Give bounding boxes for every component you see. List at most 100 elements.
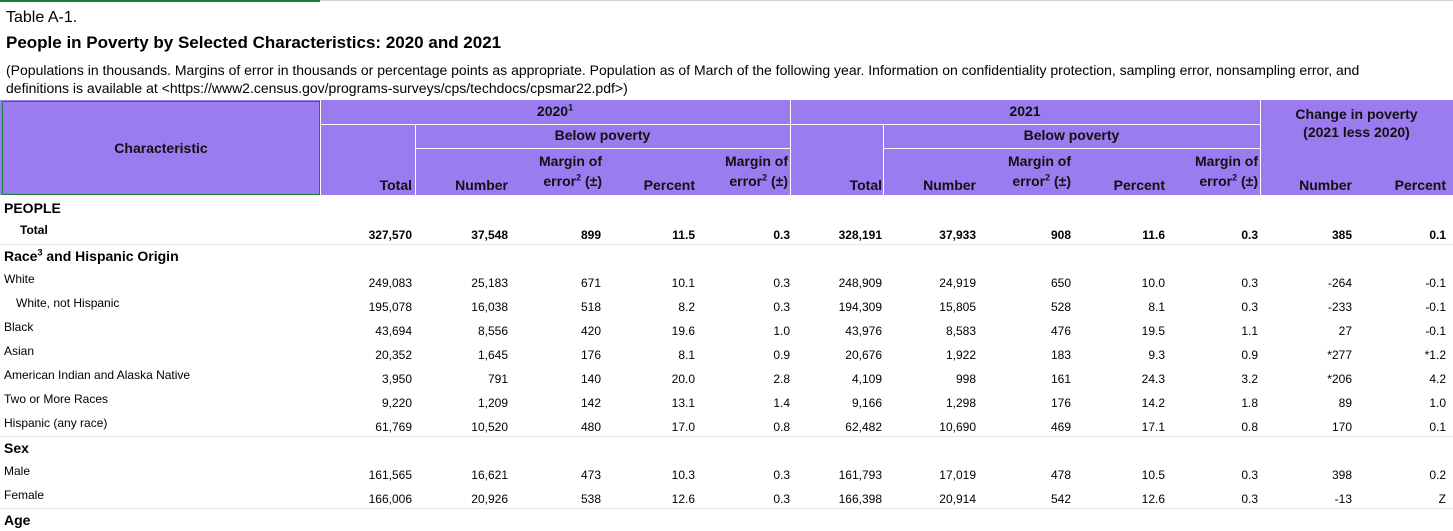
table-cell[interactable]: 476 bbox=[1050, 324, 1071, 338]
table-cell[interactable]: 8.2 bbox=[678, 300, 695, 314]
table-row[interactable]: White 249,083 25,183 671 10.1 0.3 248,909 24,9… bbox=[0, 268, 1453, 292]
table-cell[interactable]: 19.5 bbox=[1141, 324, 1165, 338]
table-cell[interactable]: *1.2 bbox=[1424, 348, 1446, 362]
table-cell[interactable]: 8,556 bbox=[477, 324, 508, 338]
table-cell[interactable]: 791 bbox=[487, 372, 508, 386]
table-cell[interactable]: 1.0 bbox=[773, 324, 790, 338]
table-cell[interactable]: 248,909 bbox=[838, 276, 882, 290]
table-cell[interactable]: 16,621 bbox=[471, 468, 508, 482]
table-cell[interactable]: 19.6 bbox=[671, 324, 695, 338]
table-cell[interactable]: 478 bbox=[1050, 468, 1071, 482]
characteristic-header-cell[interactable]: Characteristic bbox=[2, 101, 320, 195]
table-cell[interactable]: 140 bbox=[580, 372, 601, 386]
table-cell[interactable]: 0.3 bbox=[1241, 492, 1258, 506]
table-row[interactable]: Female 166,006 20,926 538 12.6 0.3 166,398 20,… bbox=[0, 484, 1453, 508]
table-cell[interactable]: 37,548 bbox=[471, 228, 508, 242]
table-cell[interactable]: 1,645 bbox=[477, 348, 508, 362]
table-cell[interactable]: 1.4 bbox=[773, 396, 790, 410]
table-cell[interactable]: 1.1 bbox=[1241, 324, 1258, 338]
table-cell[interactable]: -13 bbox=[1334, 492, 1352, 506]
table-cell[interactable]: 0.3 bbox=[773, 228, 790, 242]
table-cell[interactable]: 542 bbox=[1050, 492, 1071, 506]
table-cell[interactable]: 161,565 bbox=[368, 468, 412, 482]
table-row[interactable]: Black 43,694 8,556 420 19.6 1.0 43,976 8,583 47… bbox=[0, 316, 1453, 340]
table-cell[interactable]: 908 bbox=[1050, 228, 1071, 242]
table-cell[interactable]: 16,038 bbox=[471, 300, 508, 314]
table-cell[interactable]: 20.0 bbox=[671, 372, 695, 386]
table-cell[interactable]: 8.1 bbox=[678, 348, 695, 362]
table-cell[interactable]: 0.1 bbox=[1429, 420, 1446, 434]
table-cell[interactable]: 0.3 bbox=[773, 300, 790, 314]
table-cell[interactable]: 8,583 bbox=[945, 324, 976, 338]
table-cell[interactable]: 43,694 bbox=[375, 324, 412, 338]
table-cell[interactable]: 0.8 bbox=[773, 420, 790, 434]
table-cell[interactable]: 2.8 bbox=[773, 372, 790, 386]
table-cell[interactable]: 12.6 bbox=[671, 492, 695, 506]
table-cell[interactable]: 17.0 bbox=[671, 420, 695, 434]
table-cell[interactable]: *206 bbox=[1327, 372, 1352, 386]
table-cell[interactable]: 0.3 bbox=[1241, 228, 1258, 242]
table-cell[interactable]: -233 bbox=[1327, 300, 1352, 314]
table-cell[interactable]: 1,298 bbox=[945, 396, 976, 410]
table-cell[interactable]: 176 bbox=[1050, 396, 1071, 410]
table-row[interactable]: Male 161,565 16,621 473 10.3 0.3 161,793 17,01… bbox=[0, 460, 1453, 484]
table-cell[interactable]: *277 bbox=[1327, 348, 1352, 362]
table-cell[interactable]: 0.9 bbox=[1241, 348, 1258, 362]
table-cell[interactable]: 0.8 bbox=[1241, 420, 1258, 434]
table-cell[interactable]: 249,083 bbox=[368, 276, 412, 290]
table-cell[interactable]: 20,914 bbox=[939, 492, 976, 506]
table-cell[interactable]: 650 bbox=[1050, 276, 1071, 290]
table-cell[interactable]: 25,183 bbox=[471, 276, 508, 290]
table-cell[interactable]: 166,006 bbox=[368, 492, 412, 506]
table-cell[interactable]: 998 bbox=[955, 372, 976, 386]
table-cell[interactable]: 385 bbox=[1331, 228, 1352, 242]
table-cell[interactable]: 4,109 bbox=[851, 372, 882, 386]
table-cell[interactable]: 3,950 bbox=[381, 372, 412, 386]
table-cell[interactable]: 10.3 bbox=[671, 468, 695, 482]
table-cell[interactable]: Z bbox=[1438, 492, 1446, 506]
table-cell[interactable]: 9,166 bbox=[851, 396, 882, 410]
table-cell[interactable]: 11.5 bbox=[672, 228, 695, 242]
table-cell[interactable]: -264 bbox=[1327, 276, 1352, 290]
table-cell[interactable]: 43,976 bbox=[845, 324, 882, 338]
table-cell[interactable]: 176 bbox=[580, 348, 601, 362]
table-cell[interactable]: 17,019 bbox=[939, 468, 976, 482]
table-cell[interactable]: 1,922 bbox=[945, 348, 976, 362]
table-cell[interactable]: 398 bbox=[1331, 468, 1352, 482]
table-cell[interactable]: 14.2 bbox=[1141, 396, 1165, 410]
table-cell[interactable]: 538 bbox=[580, 492, 601, 506]
table-row[interactable]: Total 327,570 37,548 899 11.5 0.3 328,191 37,9… bbox=[0, 220, 1453, 244]
table-row[interactable]: Asian 20,352 1,645 176 8.1 0.9 20,676 1,922 183… bbox=[0, 340, 1453, 364]
table-cell[interactable]: 15,805 bbox=[939, 300, 976, 314]
table-cell[interactable]: 37,933 bbox=[939, 228, 976, 242]
table-cell[interactable]: 10.1 bbox=[671, 276, 695, 290]
table-cell[interactable]: 166,398 bbox=[838, 492, 882, 506]
table-cell[interactable]: 1.8 bbox=[1241, 396, 1258, 410]
table-cell[interactable]: 0.9 bbox=[773, 348, 790, 362]
table-cell[interactable]: 170 bbox=[1331, 420, 1352, 434]
table-cell[interactable]: -0.1 bbox=[1425, 300, 1446, 314]
table-cell[interactable]: 161,793 bbox=[838, 468, 882, 482]
table-cell[interactable]: 0.1 bbox=[1429, 228, 1446, 242]
table-cell[interactable]: 9,220 bbox=[381, 396, 412, 410]
table-cell[interactable]: 328,191 bbox=[838, 228, 882, 242]
table-cell[interactable]: 24,919 bbox=[939, 276, 976, 290]
table-cell[interactable]: 17.1 bbox=[1141, 420, 1165, 434]
table-cell[interactable]: 1,209 bbox=[477, 396, 508, 410]
table-cell[interactable]: 0.3 bbox=[773, 276, 790, 290]
table-cell[interactable]: 473 bbox=[580, 468, 601, 482]
table-cell[interactable]: 195,078 bbox=[368, 300, 412, 314]
table-cell[interactable]: 899 bbox=[580, 228, 601, 242]
table-cell[interactable]: 89 bbox=[1338, 396, 1352, 410]
table-cell[interactable]: 183 bbox=[1050, 348, 1071, 362]
table-cell[interactable]: 20,926 bbox=[471, 492, 508, 506]
table-cell[interactable]: 62,482 bbox=[845, 420, 882, 434]
table-cell[interactable]: 0.2 bbox=[1429, 468, 1446, 482]
table-cell[interactable]: 0.3 bbox=[1241, 276, 1258, 290]
table-cell[interactable]: 13.1 bbox=[671, 396, 695, 410]
table-cell[interactable]: 420 bbox=[580, 324, 601, 338]
table-cell[interactable]: 20,352 bbox=[375, 348, 412, 362]
table-cell[interactable]: 0.3 bbox=[1241, 468, 1258, 482]
table-cell[interactable]: 0.3 bbox=[1241, 300, 1258, 314]
table-row[interactable]: White, not Hispanic 195,078 16,038 518 8.2 0… bbox=[0, 292, 1453, 316]
